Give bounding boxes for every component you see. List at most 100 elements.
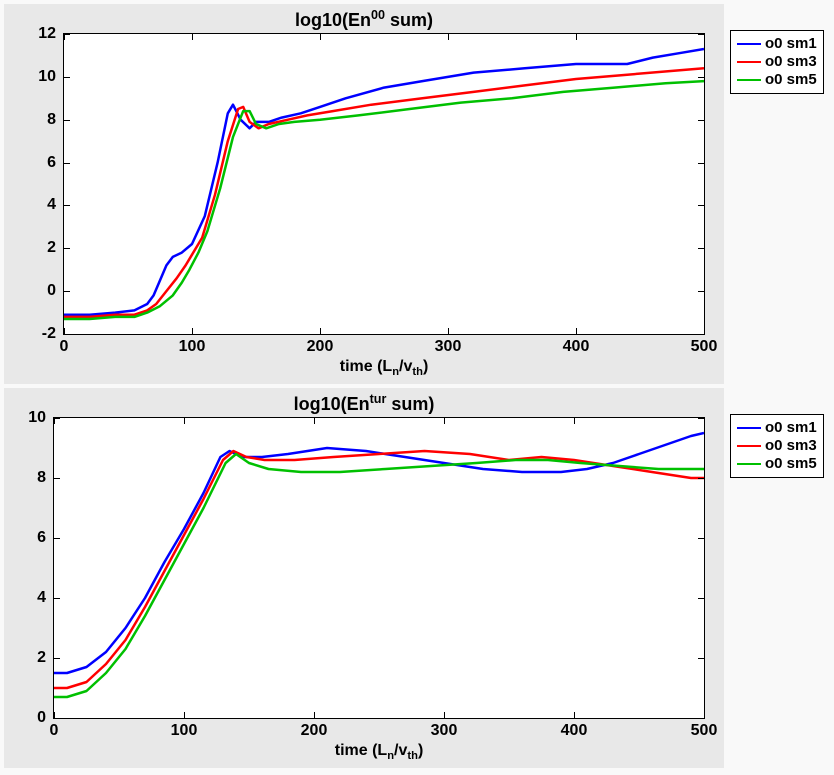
- ytick-label: 6: [4, 154, 56, 172]
- ytick-mark: [54, 538, 60, 539]
- ytick-mark: [54, 478, 60, 479]
- xtick-mark: [184, 418, 185, 424]
- xtick-mark: [320, 34, 321, 40]
- ytick-label: 12: [4, 25, 56, 43]
- legend-swatch: [737, 79, 761, 82]
- xtick-mark: [320, 328, 321, 334]
- xtick-label: 0: [50, 722, 59, 740]
- xtick-label: 100: [171, 722, 198, 740]
- ytick-mark: [54, 718, 60, 719]
- ytick-mark: [698, 248, 704, 249]
- ytick-mark: [698, 291, 704, 292]
- xtick-mark: [576, 328, 577, 334]
- legend-label: o0 sm5: [765, 71, 817, 89]
- xtick-mark: [64, 34, 65, 40]
- xtick-mark: [192, 34, 193, 40]
- xtick-label: 400: [563, 338, 590, 356]
- legend-label: o0 sm3: [765, 437, 817, 455]
- ytick-mark: [698, 598, 704, 599]
- ytick-mark: [64, 120, 70, 121]
- xtick-mark: [448, 328, 449, 334]
- ytick-label: 10: [4, 68, 56, 86]
- xtick-label: 200: [307, 338, 334, 356]
- legend-item: o0 sm5: [737, 455, 817, 473]
- ytick-label: -2: [4, 325, 56, 343]
- xtick-label: 300: [435, 338, 462, 356]
- legend-swatch: [737, 427, 761, 430]
- legend-swatch: [737, 463, 761, 466]
- xtick-mark: [704, 418, 705, 424]
- ytick-mark: [64, 163, 70, 164]
- ytick-label: 0: [4, 709, 46, 727]
- xtick-mark: [444, 712, 445, 718]
- xtick-label: 500: [691, 722, 718, 740]
- ytick-mark: [54, 658, 60, 659]
- xtick-mark: [54, 418, 55, 424]
- xtick-mark: [54, 712, 55, 718]
- ytick-mark: [698, 163, 704, 164]
- top-xlabel: time (Ln/vth): [64, 358, 704, 378]
- xtick-mark: [192, 328, 193, 334]
- xtick-mark: [704, 712, 705, 718]
- ytick-label: 2: [4, 239, 56, 257]
- bottom-series-svg: [54, 418, 704, 718]
- ytick-mark: [698, 120, 704, 121]
- ytick-label: 4: [4, 196, 56, 214]
- xtick-label: 400: [561, 722, 588, 740]
- ytick-mark: [698, 718, 704, 719]
- xtick-mark: [704, 328, 705, 334]
- top-row: log10(En00 sum) time (Ln/vth) -202468101…: [0, 0, 834, 384]
- legend-label: o0 sm1: [765, 35, 817, 53]
- ytick-mark: [698, 205, 704, 206]
- xtick-mark: [448, 34, 449, 40]
- ytick-label: 8: [4, 111, 56, 129]
- top-legend: o0 sm1o0 sm3o0 sm5: [730, 30, 824, 94]
- bottom-plot-area: [54, 418, 704, 718]
- xtick-mark: [574, 712, 575, 718]
- legend-swatch: [737, 43, 761, 46]
- legend-swatch: [737, 445, 761, 448]
- ytick-label: 8: [4, 469, 46, 487]
- xtick-mark: [576, 34, 577, 40]
- ytick-mark: [698, 334, 704, 335]
- bottom-row: log10(Entur sum) time (Ln/vth) 024681001…: [0, 384, 834, 768]
- xtick-mark: [314, 418, 315, 424]
- top-plot-area: [64, 34, 704, 334]
- ytick-mark: [64, 205, 70, 206]
- top-series-svg: [64, 34, 704, 334]
- bottom-chart: log10(Entur sum) time (Ln/vth) 024681001…: [4, 388, 724, 768]
- ytick-mark: [698, 478, 704, 479]
- ytick-label: 0: [4, 282, 56, 300]
- ytick-mark: [54, 598, 60, 599]
- xtick-mark: [574, 418, 575, 424]
- xtick-label: 500: [691, 338, 718, 356]
- ytick-mark: [698, 658, 704, 659]
- legend-label: o0 sm3: [765, 53, 817, 71]
- legend-label: o0 sm1: [765, 419, 817, 437]
- legend-item: o0 sm1: [737, 35, 817, 53]
- ytick-label: 2: [4, 649, 46, 667]
- bottom-xlabel: time (Ln/vth): [54, 742, 704, 762]
- ytick-label: 6: [4, 529, 46, 547]
- series-s2: [54, 451, 704, 688]
- legend-item: o0 sm5: [737, 71, 817, 89]
- ytick-label: 4: [4, 589, 46, 607]
- xtick-mark: [314, 712, 315, 718]
- legend-label: o0 sm5: [765, 455, 817, 473]
- legend-swatch: [737, 61, 761, 64]
- xtick-mark: [184, 712, 185, 718]
- legend-item: o0 sm3: [737, 53, 817, 71]
- ytick-label: 10: [4, 409, 46, 427]
- ytick-mark: [698, 538, 704, 539]
- xtick-mark: [444, 418, 445, 424]
- xtick-mark: [704, 34, 705, 40]
- xtick-label: 0: [60, 338, 69, 356]
- xtick-label: 300: [431, 722, 458, 740]
- top-chart: log10(En00 sum) time (Ln/vth) -202468101…: [4, 4, 724, 384]
- ytick-mark: [64, 334, 70, 335]
- bottom-legend: o0 sm1o0 sm3o0 sm5: [730, 414, 824, 478]
- bottom-title: log10(Entur sum): [4, 392, 724, 415]
- legend-item: o0 sm1: [737, 419, 817, 437]
- legend-item: o0 sm3: [737, 437, 817, 455]
- ytick-mark: [64, 77, 70, 78]
